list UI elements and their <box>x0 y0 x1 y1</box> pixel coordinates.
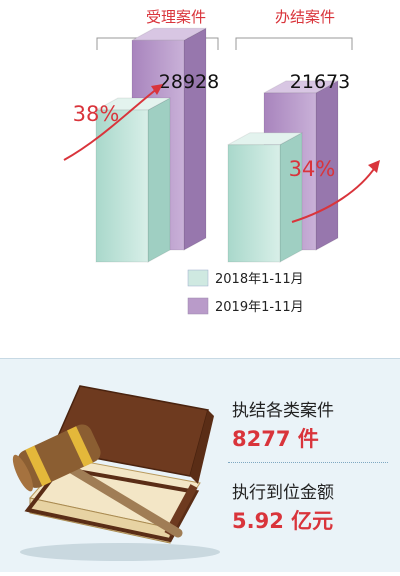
growth-label-0: 38% <box>73 102 120 126</box>
growth-arrow-head-1 <box>368 160 380 173</box>
stat-block-0: 执结各类案件 8277 件 <box>232 396 334 453</box>
category-label-1: 办结案件 <box>275 8 335 26</box>
bracket-closed <box>235 37 353 50</box>
stat-divider <box>228 462 388 463</box>
stat-label-0: 执结各类案件 <box>232 401 334 421</box>
bar-chart: 受理案件 办结案件 28928 21673 38% 34% 2018年1-11月… <box>63 8 380 315</box>
legend-swatch-2019 <box>187 297 209 315</box>
legend-label-1: 2019年1-11月 <box>215 300 304 315</box>
data-label-1: 21673 <box>290 71 350 93</box>
stats-panel: 执结各类案件 8277 件 执行到位金额 5.92 亿元 <box>0 358 400 572</box>
stat-value-1: 5.92 亿元 <box>232 509 334 533</box>
growth-arrow-head-0 <box>151 84 163 95</box>
data-label-0: 28928 <box>159 71 219 93</box>
growth-arrow-0 <box>63 87 159 161</box>
bar-0-0-side <box>147 97 171 263</box>
bar-1-0-side <box>279 131 303 263</box>
gavel-on-book-icon <box>12 385 220 561</box>
growth-arrow-1 <box>291 165 377 223</box>
bars-layer <box>95 27 339 263</box>
bar-1-0 <box>227 144 281 263</box>
stat-block-1: 执行到位金额 5.92 亿元 <box>232 478 334 535</box>
growth-label-1: 34% <box>289 157 336 181</box>
bar-0-1-side <box>183 27 207 251</box>
panel-top-rule <box>0 358 400 359</box>
stat-value-0: 8277 件 <box>232 427 319 451</box>
category-label-0: 受理案件 <box>146 8 206 26</box>
legend-swatch-2018 <box>187 269 209 287</box>
legend-label-0: 2018年1-11月 <box>215 272 304 287</box>
stat-label-1: 执行到位金额 <box>232 483 334 503</box>
